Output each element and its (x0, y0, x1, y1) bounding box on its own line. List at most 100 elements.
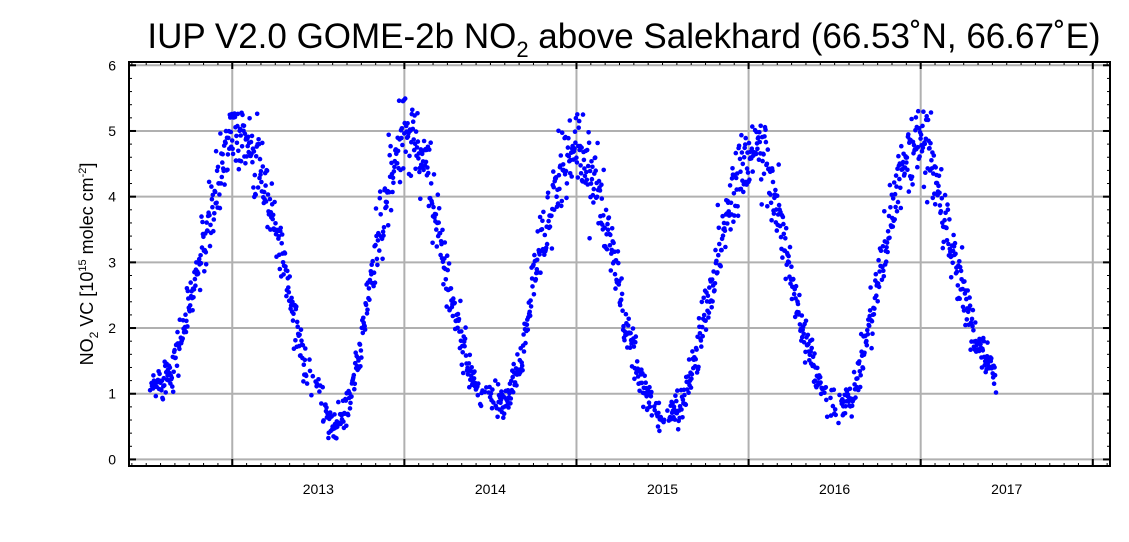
data-point (264, 168, 270, 174)
y-axis-label-close: ] (77, 163, 97, 168)
data-point (756, 135, 761, 140)
data-point (510, 389, 516, 395)
data-point (843, 404, 848, 409)
data-point (950, 260, 955, 266)
data-point (390, 175, 396, 181)
data-point (831, 387, 837, 393)
data-point (395, 148, 401, 154)
data-point (341, 419, 346, 424)
data-point (911, 142, 917, 148)
data-point (219, 174, 225, 180)
data-point (797, 322, 803, 327)
data-point (709, 305, 714, 310)
data-point (849, 403, 855, 409)
data-point (584, 169, 589, 175)
data-point (283, 264, 288, 269)
data-point (391, 180, 396, 186)
data-point (462, 336, 468, 342)
data-point (575, 175, 581, 180)
data-point (725, 221, 730, 226)
data-point (177, 346, 182, 352)
data-point (433, 212, 439, 217)
data-point (786, 260, 792, 265)
data-point (414, 145, 420, 150)
data-point (585, 163, 591, 169)
data-point (937, 190, 942, 196)
data-point (706, 310, 712, 316)
data-point (869, 318, 875, 324)
data-point (352, 381, 358, 387)
data-point (655, 424, 661, 429)
data-point (549, 246, 555, 251)
data-point (319, 401, 324, 406)
data-point (415, 111, 420, 116)
data-point (746, 140, 752, 146)
data-point (818, 380, 823, 385)
data-point (939, 196, 945, 201)
data-point (672, 417, 678, 422)
data-point (722, 228, 728, 233)
data-point (269, 181, 275, 186)
data-point (565, 145, 571, 150)
data-point (776, 202, 782, 208)
data-point (273, 221, 278, 226)
data-point (252, 172, 258, 178)
data-point (190, 308, 195, 313)
data-point (923, 170, 928, 175)
data-point (245, 134, 251, 140)
data-point (425, 165, 430, 170)
data-point (612, 271, 618, 277)
data-point (599, 196, 605, 201)
data-point (778, 234, 784, 240)
data-point (632, 376, 637, 382)
data-point (407, 153, 412, 159)
data-point (506, 405, 511, 410)
data-point (285, 268, 290, 274)
data-point (520, 368, 525, 373)
data-point (753, 151, 759, 157)
data-point (533, 276, 539, 282)
data-point (689, 372, 695, 377)
data-point (169, 375, 175, 381)
data-point (867, 308, 873, 313)
data-point (590, 164, 595, 170)
data-point (693, 356, 698, 362)
data-point (567, 118, 573, 123)
data-point (357, 342, 363, 347)
data-point (893, 173, 899, 178)
data-point (886, 213, 892, 219)
data-point (774, 207, 779, 212)
data-point (193, 283, 198, 289)
data-point (885, 249, 890, 255)
data-point (898, 205, 904, 211)
data-point (749, 146, 755, 151)
data-point (399, 135, 404, 141)
data-point (580, 112, 586, 117)
data-point (940, 245, 946, 251)
data-point (211, 217, 217, 222)
data-point (566, 153, 572, 159)
data-point (922, 141, 928, 147)
data-point (472, 369, 477, 374)
data-point (824, 397, 829, 403)
data-point (696, 316, 702, 321)
data-point (910, 182, 915, 187)
data-point (842, 411, 848, 416)
data-point (528, 298, 533, 303)
data-point (763, 139, 769, 145)
data-point (698, 338, 704, 343)
data-point (295, 324, 301, 330)
data-point (969, 316, 975, 322)
data-point (482, 389, 488, 395)
data-point (185, 324, 190, 329)
data-point (416, 156, 421, 161)
data-point (877, 269, 882, 274)
data-point (213, 148, 219, 154)
data-point (574, 160, 580, 165)
data-point (212, 189, 218, 195)
data-point (381, 225, 387, 230)
data-point (579, 145, 584, 150)
data-point (750, 169, 755, 174)
y-axis-tick-labels: 0 1 2 3 4 5 6 (108, 57, 116, 467)
data-point (741, 189, 746, 195)
